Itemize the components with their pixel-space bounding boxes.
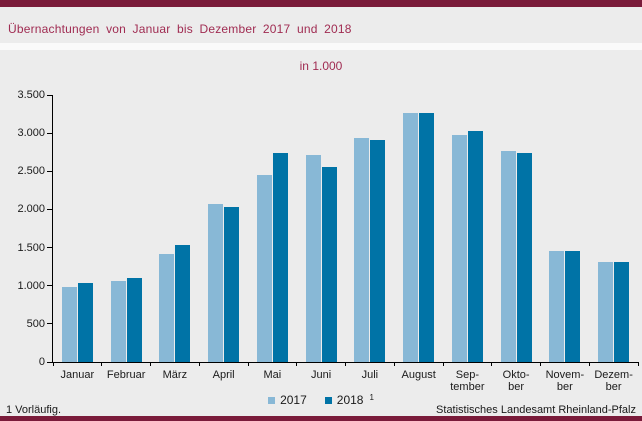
y-axis-label: 2.000 (17, 203, 45, 216)
x-axis-label: Dezem-ber (594, 369, 633, 393)
x-axis-label: August (401, 369, 436, 381)
x-axis-tick (637, 362, 639, 366)
x-axis-label: Okto-ber (502, 369, 530, 393)
source-credit: Statistisches Landesamt Rheinland-Pfalz (436, 404, 636, 416)
bar-2018 (77, 282, 93, 362)
x-axis-tick (150, 362, 151, 366)
bar-2018 (419, 113, 435, 362)
bottom-accent-bar (0, 416, 642, 421)
bar-2017 (256, 175, 272, 362)
bar-2017 (549, 250, 565, 362)
x-axis-tick (540, 362, 541, 366)
bar-2018 (370, 140, 386, 362)
x-axis-tick (247, 362, 249, 366)
x-axis-tick (491, 362, 493, 366)
plot-area: 3.500 3.000 2.500 2.000 1.500 1.000 500 0 Januar… (17, 89, 639, 393)
x-axis-label: Januar (60, 369, 95, 381)
y-axis-tick (47, 247, 52, 249)
y-axis-tick (47, 94, 52, 96)
x-axis-tick (52, 362, 54, 366)
y-axis-label: 1.500 (17, 241, 45, 254)
bar-2017 (159, 254, 175, 362)
bar-2018 (224, 207, 240, 362)
y-axis-tick (47, 132, 52, 134)
y-axis-tick (47, 323, 52, 325)
bar-2017 (61, 287, 77, 362)
x-axis-label: April (212, 369, 235, 381)
x-axis-tick (101, 362, 103, 366)
footnote: 1 Vorläufig. (6, 404, 62, 416)
x-axis-label: Juli (361, 369, 379, 381)
bar-2017 (403, 113, 419, 362)
bar-2018 (126, 278, 142, 362)
y-axis-label: 3.000 (17, 127, 45, 140)
y-axis-label: 1.000 (17, 279, 45, 292)
x-axis-label: Sep-tember (450, 369, 485, 393)
legend: 2017 2018 1 (0, 393, 642, 407)
x-axis-tick (442, 362, 444, 366)
bar-2018 (467, 130, 483, 362)
top-accent-bar (0, 0, 642, 7)
bar-2017 (500, 151, 516, 362)
legend-label: 2017 (280, 393, 307, 407)
bar-2017 (110, 281, 126, 362)
bar-2018 (175, 245, 191, 362)
y-axis-tick (47, 208, 52, 210)
x-axis-tick (198, 362, 200, 366)
header-divider (0, 43, 642, 50)
x-axis-tick (393, 362, 395, 366)
bar-2018 (272, 152, 288, 362)
y-axis-label: 2.500 (17, 165, 45, 178)
legend-item-2018: 2018 1 (324, 393, 374, 407)
legend-swatch (268, 397, 276, 404)
x-axis-tick (345, 362, 346, 366)
y-axis-tick (47, 285, 52, 287)
chart-unit-subtitle: in 1.000 (299, 59, 343, 73)
y-axis-label: 3.500 (17, 89, 45, 101)
x-axis-label: Februar (106, 369, 146, 381)
chart-title: Übernachtungen von Januar bis Dezember 2… (8, 22, 352, 36)
bar-2017 (451, 135, 467, 362)
bar-2018 (321, 166, 337, 362)
bar-2018 (614, 262, 630, 362)
x-axis-label: Juni (311, 369, 332, 381)
legend-item-2017: 2017 (268, 394, 307, 407)
legend-swatch (324, 397, 332, 404)
x-axis-label: Mai (263, 369, 282, 381)
y-axis-tick (47, 170, 52, 172)
x-axis-label: März (162, 369, 188, 381)
bar-2017 (208, 204, 224, 362)
bar-2017 (598, 262, 614, 362)
x-axis-tick (588, 362, 590, 366)
x-axis-label: Novem-ber (545, 369, 585, 393)
x-axis-tick (296, 362, 298, 366)
legend-footnote-marker: 1 (369, 393, 374, 402)
bar-2017 (305, 155, 321, 362)
y-axis-tick (47, 361, 52, 363)
y-axis-label: 0 (38, 356, 45, 368)
y-axis-label: 500 (26, 317, 45, 330)
bar-2018 (516, 152, 532, 362)
legend-label: 2018 (336, 393, 364, 407)
bar-2018 (565, 250, 581, 362)
bar-2017 (354, 138, 370, 362)
